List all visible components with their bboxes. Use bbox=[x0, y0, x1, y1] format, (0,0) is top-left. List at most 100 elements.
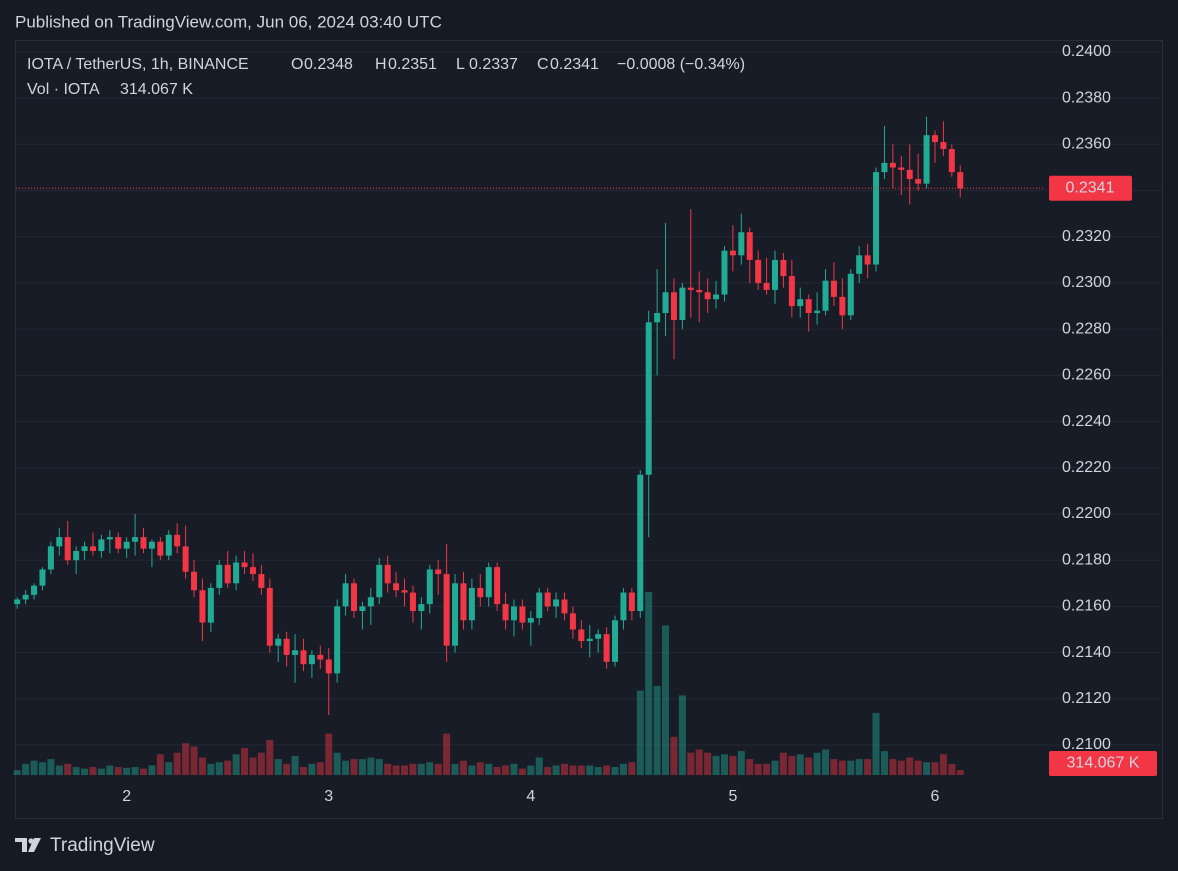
volume-bar bbox=[375, 759, 383, 775]
volume-bar bbox=[249, 757, 257, 775]
candle-body bbox=[56, 537, 63, 547]
candle-body bbox=[755, 259, 762, 284]
candle-body bbox=[586, 638, 593, 642]
volume-bar bbox=[342, 760, 350, 775]
candle-body bbox=[409, 592, 416, 612]
candle-body bbox=[856, 255, 863, 274]
candle-body bbox=[266, 587, 273, 646]
volume-bar bbox=[325, 733, 333, 775]
volume-bar bbox=[123, 767, 131, 775]
volume-bar bbox=[434, 763, 442, 775]
candle-body bbox=[435, 569, 442, 575]
candle-body bbox=[174, 534, 181, 547]
candle-body bbox=[931, 135, 938, 143]
candle-body bbox=[805, 299, 812, 314]
volume-bar bbox=[308, 763, 316, 775]
ohlc-value: 0.2341 bbox=[550, 56, 599, 73]
volume-bar bbox=[468, 765, 476, 775]
volume-bar bbox=[207, 763, 215, 775]
volume-bar bbox=[695, 749, 703, 775]
candle-body bbox=[22, 594, 29, 600]
y-tick-label: 0.2300 bbox=[1062, 274, 1111, 291]
volume-bar bbox=[55, 765, 63, 775]
candle-body bbox=[460, 583, 467, 621]
volume-bar bbox=[763, 763, 771, 775]
x-tick-label: 4 bbox=[526, 788, 535, 805]
candle-body bbox=[317, 654, 324, 660]
ohlc-letter: C bbox=[537, 56, 549, 73]
volume-bar bbox=[569, 765, 577, 775]
candle-body bbox=[384, 564, 391, 584]
candle-body bbox=[915, 179, 922, 184]
volume-bar bbox=[257, 752, 265, 775]
candle-body bbox=[468, 587, 475, 621]
volume-bar bbox=[409, 763, 417, 775]
x-tick-label: 6 bbox=[931, 788, 940, 805]
candle-body bbox=[47, 546, 54, 570]
volume-bar bbox=[906, 757, 914, 775]
volume-bar bbox=[476, 762, 484, 775]
volume-bar bbox=[822, 749, 830, 775]
candle-body bbox=[393, 583, 400, 591]
volume-bar bbox=[847, 760, 855, 775]
candle-body bbox=[182, 546, 189, 572]
candle-body bbox=[906, 169, 913, 180]
y-tick-label: 0.2400 bbox=[1062, 43, 1111, 60]
volume-bar bbox=[586, 765, 594, 775]
last-price-label: 0.2341 bbox=[1066, 180, 1115, 197]
volume-bar bbox=[241, 747, 249, 775]
volume-bar bbox=[805, 757, 813, 775]
volume-bar bbox=[283, 763, 291, 775]
volume-bar bbox=[316, 762, 324, 775]
candle-body bbox=[39, 569, 46, 586]
candle-body bbox=[738, 232, 745, 256]
volume-bar bbox=[796, 754, 804, 775]
volume-bar bbox=[737, 751, 745, 775]
volume-legend: Vol · IOTA bbox=[27, 81, 100, 98]
volume-bar bbox=[299, 767, 307, 775]
candle-body bbox=[283, 638, 290, 655]
volume-bar bbox=[813, 752, 821, 775]
y-tick-label: 0.2220 bbox=[1062, 459, 1111, 476]
volume-bar bbox=[535, 757, 543, 775]
volume-bar bbox=[948, 763, 956, 775]
candle-body bbox=[477, 587, 484, 598]
candle-body bbox=[275, 638, 282, 646]
volume-bar bbox=[224, 760, 232, 775]
volume-bar bbox=[931, 762, 939, 775]
candle-body bbox=[325, 659, 332, 674]
volume-bar bbox=[173, 752, 181, 775]
chart-pane bbox=[15, 40, 1163, 819]
volume-bar bbox=[510, 763, 518, 775]
candle-body bbox=[249, 567, 256, 575]
volume-bar bbox=[628, 762, 636, 775]
footer-brand: TradingView bbox=[50, 835, 155, 856]
candle-body bbox=[578, 629, 585, 642]
volume-bar bbox=[687, 752, 695, 775]
candle-body bbox=[645, 322, 652, 475]
candle-body bbox=[199, 590, 206, 623]
candle-body bbox=[628, 592, 635, 612]
candle-body bbox=[881, 162, 888, 173]
y-tick-label: 0.2380 bbox=[1062, 89, 1111, 106]
volume-bar bbox=[459, 760, 467, 775]
volume-bar bbox=[594, 767, 602, 775]
volume-bar bbox=[914, 760, 922, 775]
volume-bar bbox=[889, 759, 897, 775]
candle-body bbox=[687, 287, 694, 290]
volume-bar bbox=[493, 767, 501, 775]
candle-body bbox=[367, 597, 374, 607]
candle-body bbox=[224, 564, 231, 584]
volume-bar bbox=[72, 767, 80, 775]
candle-body bbox=[814, 310, 821, 314]
volume-bar bbox=[22, 763, 30, 775]
candle-body bbox=[788, 276, 795, 307]
candle-body bbox=[165, 534, 172, 556]
volume-bar bbox=[830, 759, 838, 775]
candle-body bbox=[351, 583, 357, 612]
candle-body bbox=[948, 149, 955, 173]
volume-bar bbox=[198, 757, 206, 775]
candle-body bbox=[561, 599, 568, 614]
candle-body bbox=[342, 583, 349, 607]
